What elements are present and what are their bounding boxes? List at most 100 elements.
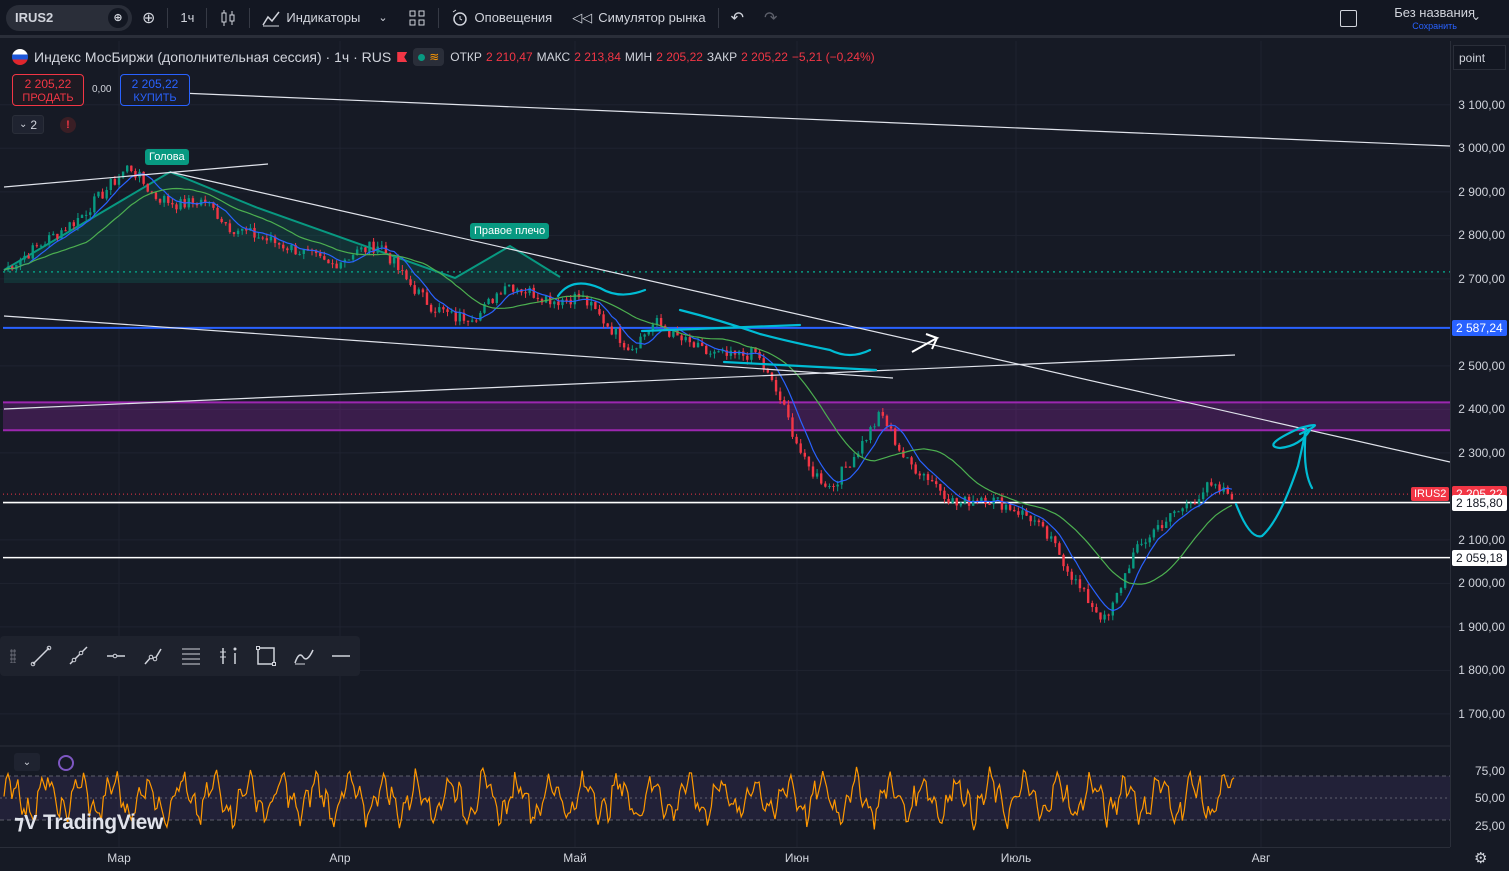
compare-icon[interactable]: ⊕ — [108, 7, 128, 28]
brush-drawing — [640, 323, 802, 333]
layout-save-status[interactable]: Сохранить — [1412, 21, 1457, 31]
candle-body — [483, 304, 486, 313]
ray-tool[interactable] — [60, 641, 98, 671]
candle-body — [1041, 522, 1045, 527]
replay-button[interactable]: ◁◁ Симулятор рынка — [562, 3, 715, 33]
path-tool[interactable] — [135, 641, 173, 671]
candle-body — [335, 263, 338, 269]
candle-body — [700, 342, 704, 346]
buy-button[interactable]: 2 205,22 КУПИТЬ — [120, 74, 190, 106]
right-shoulder-label[interactable]: Правое плечо — [470, 223, 550, 239]
candle-body — [286, 248, 289, 251]
indicators-button[interactable]: Индикаторы ⌄ — [252, 3, 397, 33]
warning-icon[interactable]: ! — [60, 117, 76, 133]
candle-body — [479, 312, 482, 321]
price-tick-label: 3 000,00 — [1458, 141, 1505, 156]
candle-body — [306, 248, 310, 250]
sell-button[interactable]: 2 205,22 ПРОДАТЬ — [12, 74, 84, 106]
candle-body — [409, 279, 412, 286]
fib-retracement-icon — [181, 648, 200, 665]
candle-body — [327, 259, 330, 264]
trend-line — [179, 92, 1450, 147]
candle-body — [1095, 607, 1098, 613]
price-scale[interactable]: 3 100,00 3 000,00 2 900,00 2 800,00 2 700,00… — [1450, 41, 1509, 847]
price-tag[interactable]: 2 059,18 — [1452, 549, 1507, 566]
head-label[interactable]: Голова — [145, 149, 189, 165]
price-tag[interactable]: 2 587,24 — [1452, 319, 1507, 336]
chart-type-button[interactable] — [209, 3, 247, 33]
layout-name-button[interactable]: Без названия Сохранить — [1394, 5, 1475, 31]
drag-handle[interactable] — [10, 649, 16, 663]
candle-body — [627, 347, 630, 351]
line-style-tool[interactable] — [322, 641, 360, 671]
candle-body — [803, 452, 806, 457]
horizontal-ray-tool[interactable] — [97, 641, 135, 671]
candle-body — [446, 309, 449, 312]
chart-canvas[interactable] — [0, 41, 1450, 847]
candle-body — [1160, 525, 1164, 529]
alerts-button[interactable]: Оповещения — [441, 3, 563, 33]
time-axis[interactable]: Мар Апр Май Июн Июль Авг — [0, 847, 1450, 871]
candle-body — [101, 191, 104, 199]
flag-icon[interactable] — [397, 52, 408, 62]
rectangle-tool[interactable] — [247, 641, 285, 671]
candle-body — [253, 227, 256, 238]
undo-button[interactable]: ↶ — [721, 3, 754, 33]
chevron-down-icon[interactable]: ⌄ — [1470, 9, 1481, 23]
candle-body — [770, 372, 774, 380]
candle-body — [1230, 493, 1234, 500]
candle-body — [1074, 579, 1078, 581]
rsi-pane — [0, 766, 1450, 831]
rsi-settings-icon[interactable] — [58, 755, 74, 771]
symbol-search[interactable]: IRUS2 ⊕ — [6, 4, 132, 31]
candle-body — [1000, 497, 1004, 510]
redo-button[interactable]: ↷ — [754, 3, 787, 33]
candle-body — [487, 298, 490, 305]
point-indicator[interactable]: point — [1453, 45, 1506, 70]
close-value: 2 205,22 — [741, 50, 788, 64]
rsi-collapse-button[interactable]: ⌄ — [14, 753, 40, 771]
trend-lines — [3, 92, 1450, 538]
candle-body — [865, 440, 868, 442]
candle-body — [364, 247, 367, 253]
candle-body — [1169, 513, 1172, 522]
candle-body — [355, 249, 359, 256]
chevron-down-icon[interactable]: ⌄ — [378, 12, 388, 24]
candle-body — [1054, 536, 1057, 544]
candle-body — [360, 247, 363, 250]
legend-title[interactable]: Индекс МосБиржи (дополнительная сессия) … — [34, 49, 392, 65]
indicators-collapse-button[interactable]: ⌄ 2 — [12, 115, 44, 134]
layout-grid-button[interactable] — [398, 3, 436, 33]
layout-select-checkbox[interactable] — [1340, 10, 1357, 27]
candle-body — [323, 256, 326, 260]
brush-drawing — [556, 282, 647, 298]
candle-body — [401, 270, 404, 272]
candle-body — [1021, 510, 1024, 515]
candle-body — [236, 230, 240, 235]
price-range-tool[interactable] — [210, 641, 248, 671]
add-symbol-button[interactable]: ⊕ — [132, 3, 165, 33]
candle-body — [343, 259, 347, 263]
trend-line-tool[interactable] — [22, 641, 60, 671]
alarm-clock-icon — [452, 9, 467, 26]
candle-body — [1033, 520, 1036, 522]
candles-icon — [221, 9, 235, 26]
candle-body — [1078, 579, 1082, 589]
candle-body — [1017, 511, 1020, 515]
candle-body — [35, 245, 39, 247]
gear-icon[interactable]: ⚙ — [1474, 850, 1488, 867]
candle-body — [171, 202, 174, 205]
candle-body — [298, 253, 301, 255]
price-tag[interactable]: 2 185,80 — [1452, 494, 1507, 511]
market-status-badge[interactable]: ≋ — [413, 48, 445, 66]
candle-body — [614, 328, 618, 335]
fib-tool[interactable] — [172, 641, 210, 671]
high-value: 2 213,84 — [574, 50, 621, 64]
candle-body — [622, 342, 626, 348]
tradingview-logo[interactable]: ⁊V TradingView — [14, 810, 163, 835]
candle-body — [142, 171, 145, 184]
candle-body — [754, 347, 757, 353]
timeframe-button[interactable]: 1ч — [170, 3, 204, 33]
brush-drawing — [722, 360, 878, 372]
brush-tool[interactable] — [285, 641, 323, 671]
